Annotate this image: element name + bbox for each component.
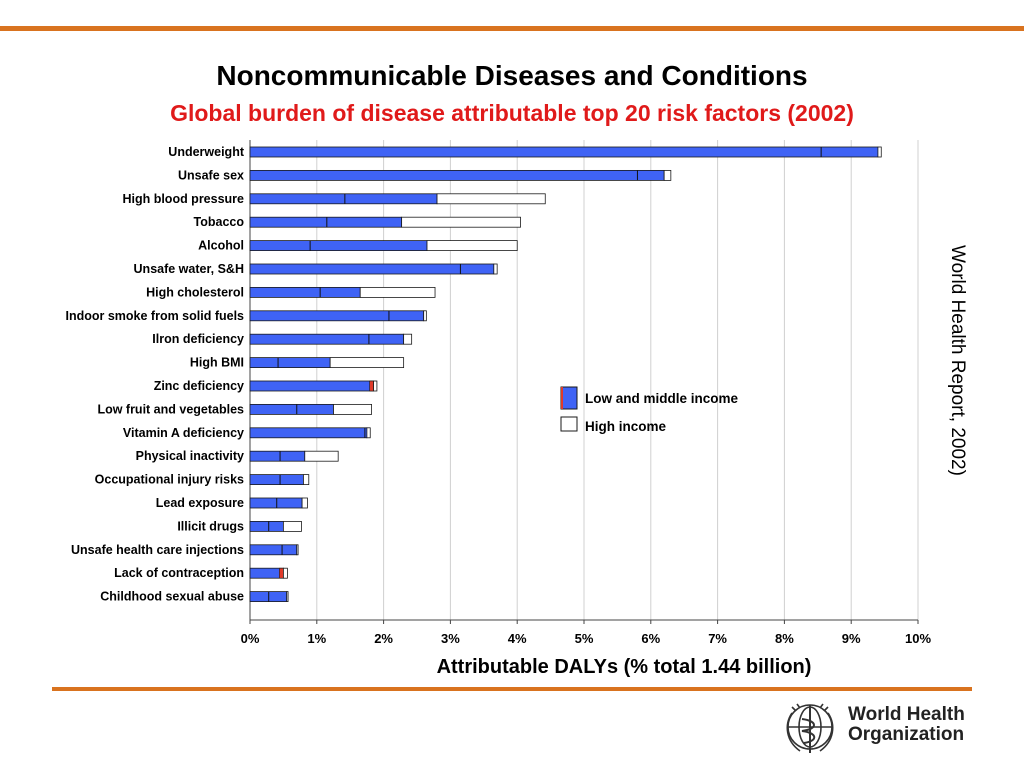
category-label: High cholesterol [146,285,244,299]
category-label: Low fruit and vegetables [97,402,244,416]
bar-low-middle-income [249,169,665,181]
who-logo-line-1: World Health [848,704,965,725]
bar-red-marker [279,567,284,579]
bar-low-middle-income [249,146,879,158]
legend-label-high-income: High income [585,419,666,434]
bar-high-income [301,497,308,509]
x-tick-label: 3% [441,631,460,646]
who-logo-text: World Health Organization [848,705,965,745]
bar-low-middle-income [249,497,303,509]
category-label: Unsafe health care injections [71,543,244,557]
x-tick-label: 2% [374,631,393,646]
x-tick-label: 1% [307,631,326,646]
category-label: High BMI [190,356,244,370]
bar-high-income [373,380,378,392]
bar-low-middle-income [249,310,425,322]
x-tick-label: 8% [775,631,794,646]
legend-swatch-red-edge [561,387,563,409]
bar-high-income [296,544,299,556]
x-tick-label: 0% [241,631,260,646]
x-tick-label: 4% [508,631,527,646]
category-label: Unsafe water, S&H [134,262,244,276]
bar-low-middle-income [249,380,374,392]
bar-low-middle-income [249,544,298,556]
legend-swatch-low-middle-income [560,386,578,410]
x-tick-label: 6% [641,631,660,646]
category-label: Childhood sexual abuse [100,590,244,604]
bar-high-income [401,216,521,228]
bar-high-income [282,567,288,579]
bar-low-middle-income [249,450,306,462]
bar-low-middle-income [249,567,284,579]
category-label: Lack of contraception [114,566,244,580]
bar-high-income [282,521,302,532]
bar-high-income [877,146,882,158]
x-tick-label: 7% [708,631,727,646]
x-tick-label: 9% [842,631,861,646]
category-label: Illicit drugs [177,519,244,533]
bar-high-income [304,450,339,462]
category-label: Tobacco [194,215,245,229]
bar-high-income [329,357,405,369]
category-label: Indoor smoke from solid fuels [66,309,245,323]
category-label: Zinc deficiency [154,379,244,393]
bar-high-income [303,474,310,486]
who-emblem-icon [786,703,834,753]
bar-high-income [423,310,427,322]
category-label: Physical inactivity [136,449,244,463]
category-label: Alcohol [198,239,244,253]
bar-high-income [286,591,289,602]
category-label: High blood pressure [122,192,244,206]
category-label: Unsafe sex [178,168,244,182]
x-tick-label: 5% [575,631,594,646]
bar-low-middle-income [249,403,334,415]
bar-red-marker [369,380,374,392]
who-logo-line-2: Organization [848,724,965,745]
bar-high-income [403,333,413,345]
slide-title: Noncommunicable Diseases and Conditions [216,60,808,91]
bar-low-middle-income [249,333,405,345]
x-axis-label: Attributable DALYs (% total 1.44 billion… [436,656,812,678]
category-label: Underweight [168,145,245,159]
bar-low-middle-income [249,286,361,298]
source-caption: World Health Report, 2002) [947,245,968,476]
bar-low-middle-income [249,357,331,369]
bar-low-middle-income [249,240,428,252]
top-rule [0,26,1024,31]
category-label: Occupational injury risks [95,473,244,487]
category-label: Vitamin A deficiency [123,426,244,440]
legend-swatch-high-income [560,416,578,432]
bottom-rule [52,687,972,691]
category-label: Lead exposure [156,496,244,510]
bar-low-middle-income [249,193,438,205]
slide-subtitle: Global burden of disease attributable to… [170,100,854,126]
bar-low-middle-income [249,474,304,486]
bar-high-income [436,193,546,205]
bar-high-income [663,169,672,181]
bar-low-middle-income [249,427,368,439]
bar-high-income [493,263,498,275]
bar-high-income [426,240,518,252]
bar-high-income [359,286,436,298]
bar-low-middle-income [249,521,284,532]
legend-label-low-middle-income: Low and middle income [585,391,739,406]
x-tick-label: 10% [905,631,931,646]
bar-high-income [366,427,371,439]
bar-low-middle-income [249,263,495,275]
bar-low-middle-income [249,216,403,228]
bar-high-income [333,403,372,415]
category-label: Ilron deficiency [152,332,244,346]
